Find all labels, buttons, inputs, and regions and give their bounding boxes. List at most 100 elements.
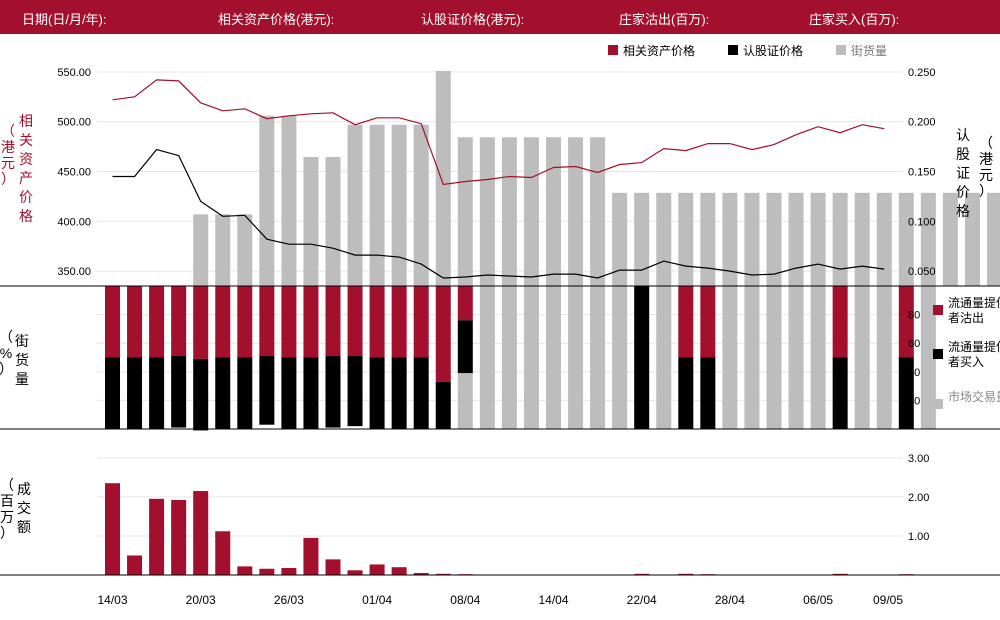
outstanding-bar	[964, 192, 980, 286]
outstanding-bar	[634, 192, 650, 286]
mm-buy-bar	[127, 357, 143, 429]
left-price-axis-unit: （港元）	[1, 123, 15, 187]
outstanding-bar	[281, 115, 297, 286]
mm-buy-bar	[193, 358, 209, 431]
outstanding-bar	[568, 137, 584, 286]
volume-tick-label: 2.00	[908, 492, 929, 504]
market-volume-bar	[788, 286, 804, 429]
mm-sell-bar	[281, 286, 297, 358]
mm-buy-bar	[149, 357, 165, 429]
left-price-tick-label: 500.00	[57, 117, 91, 129]
left-price-axis-unit-char: 元	[1, 155, 15, 171]
market-volume-bar	[656, 286, 672, 429]
market-volume-bar	[722, 286, 738, 429]
mm-sell-bar	[369, 286, 385, 358]
turnover-bar	[347, 570, 363, 575]
mm-sell-bar	[700, 286, 716, 358]
market-volume-bar	[590, 286, 606, 429]
legend-entry: 相关资产价格	[623, 43, 695, 58]
percent-tick-label: 80	[908, 310, 920, 322]
volume-axis-unit-char: ）	[0, 525, 14, 541]
volume-axis-label-char: 额	[17, 519, 31, 535]
market-volume-bar	[457, 373, 473, 429]
market-volume-bar	[479, 286, 495, 429]
right-price-tick-label: 0.150	[908, 167, 936, 179]
legend-entry: 认股证价格	[743, 43, 803, 58]
right-price-tick-label: 0.050	[908, 266, 936, 278]
mm-buy-label: 庄家买入(百万):	[809, 12, 900, 27]
outstanding-bar	[700, 192, 716, 286]
right-price-tick-label: 0.250	[908, 67, 936, 79]
right-price-tick-label: 0.100	[908, 216, 936, 228]
mm-sell-bar	[435, 286, 451, 382]
percent-legend-swatch	[933, 305, 943, 315]
mm-sell-bar	[457, 286, 473, 321]
mm-buy-bar	[700, 357, 716, 429]
right-price-axis-label-char: 格	[956, 203, 970, 219]
mm-sell-bar	[347, 286, 363, 357]
legend-swatch	[728, 45, 738, 55]
turnover-bar	[149, 498, 165, 575]
mm-buy-bar	[435, 381, 451, 429]
percent-legend-entry: 市场交易量	[948, 389, 1000, 404]
outstanding-bar	[193, 214, 209, 286]
percent-legend-entry: 者买入	[948, 355, 984, 369]
turnover-bar	[259, 568, 275, 575]
mm-sell-bar	[237, 286, 253, 358]
outstanding-bar	[215, 214, 231, 286]
left-price-axis-label-char: 产	[19, 170, 33, 186]
mm-buy-bar	[325, 356, 341, 428]
outstanding-bar	[259, 115, 275, 286]
x-tick-label: 01/04	[362, 593, 392, 607]
percent-axis-label-char: 街	[15, 333, 29, 349]
percent-axis-label-char: 货	[15, 352, 29, 368]
outstanding-bar	[810, 192, 826, 286]
outstanding-bar	[612, 192, 628, 286]
mm-sell-bar	[325, 286, 341, 357]
turnover-bar	[832, 573, 848, 575]
market-volume-bar	[876, 286, 892, 429]
mm-sell-bar	[127, 286, 143, 358]
left-price-axis-unit-char: 港	[1, 139, 15, 155]
outstanding-bar	[523, 137, 539, 286]
outstanding-bar	[898, 192, 914, 286]
left-price-axis-unit-char: （	[1, 123, 15, 139]
outstanding-bar	[854, 192, 870, 286]
right-price-axis-unit-char: 元	[979, 167, 993, 183]
outstanding-bar	[369, 124, 385, 286]
outstanding-bar	[479, 137, 495, 286]
mm-buy-bar	[215, 357, 231, 429]
market-volume-bar	[501, 286, 517, 429]
mm-buy-bar	[171, 356, 187, 428]
percent-axis-unit-char: ）	[0, 361, 13, 377]
mm-buy-bar	[347, 356, 363, 427]
volume-axis-unit-char: 万	[0, 509, 14, 525]
x-tick-label: 26/03	[274, 593, 304, 607]
percent-axis-unit-char: %	[0, 345, 12, 361]
turnover-bar	[369, 564, 385, 575]
outstanding-bar	[766, 192, 782, 286]
percent-legend-entry: 流通量提供	[948, 339, 1000, 354]
mm-sell-bar	[193, 286, 209, 359]
legend-swatch	[608, 45, 618, 55]
mm-buy-bar	[832, 357, 848, 429]
percent-axis-unit-char: （	[0, 329, 13, 345]
mm-sell-bar	[832, 286, 848, 358]
outstanding-bar	[942, 192, 958, 286]
mm-buy-bar	[391, 357, 407, 429]
turnover-bar	[435, 573, 451, 575]
right-price-axis-label-char: 认	[956, 127, 970, 143]
left-price-axis-label-char: 相	[19, 113, 33, 129]
outstanding-bar	[832, 192, 848, 286]
outstanding-bar	[391, 124, 407, 286]
volume-tick-label: 1.00	[908, 531, 929, 543]
mm-buy-bar	[105, 357, 120, 429]
right-price-axis-label: 认股证价格	[956, 127, 970, 219]
underlying-price-line	[112, 79, 885, 186]
percent-tick-label: 60	[908, 338, 920, 350]
mm-buy-bar	[303, 357, 319, 429]
mm-buy-bar	[634, 286, 650, 429]
header-bar: 日期(日/月/年): 相关资产价格(港元): 认股证价格(港元): 庄家沽出(百…	[0, 0, 1000, 34]
mm-buy-bar	[369, 357, 385, 429]
